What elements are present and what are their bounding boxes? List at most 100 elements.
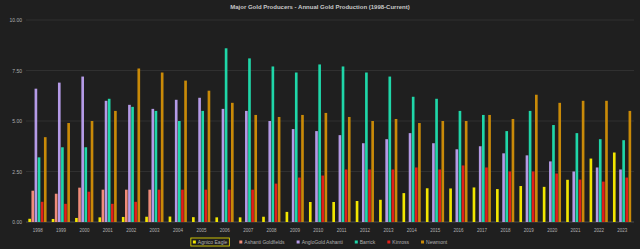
bar [318,64,321,222]
bar [605,101,608,222]
bar [111,204,114,222]
legend-item: Barrick [355,239,376,245]
x-tick-label: 2018 [500,228,511,233]
bar [75,218,78,222]
bar [485,167,488,222]
bar [342,66,345,222]
bar [465,121,468,222]
bar [415,167,418,222]
bar [134,202,137,222]
bar [596,167,599,222]
x-tick-label: 2004 [173,228,184,233]
bar [629,111,632,222]
legend-item: Newmont [421,239,448,245]
bar [181,190,184,222]
bar [122,217,125,222]
bar [572,172,575,223]
bar [321,176,324,222]
bar [215,217,218,222]
bar [532,172,535,223]
bar [31,191,34,222]
bar [169,217,172,222]
x-tick-label: 2014 [407,228,418,233]
legend-swatch [387,241,390,244]
bar [184,81,187,222]
legend-swatch [297,241,300,244]
y-tick-label: 2.50 [12,169,22,175]
bar [348,117,351,222]
bar [332,202,335,222]
legend-item: Ashanti Goldfields [239,239,285,245]
bar [543,187,546,222]
x-tick-label: 2022 [594,228,605,233]
legend-swatch [193,241,196,244]
x-tick-label: 2013 [383,228,394,233]
bar [251,190,254,222]
x-tick-label: 2021 [571,228,582,233]
bar [108,99,111,222]
x-tick-label: 2005 [196,228,207,233]
bar [599,139,602,222]
bar [555,174,558,222]
legend-swatch [355,241,358,244]
x-tick-label: 2015 [430,228,441,233]
legend-swatch [421,241,424,244]
grid-line [26,171,634,172]
bar [356,201,359,222]
bar [535,95,538,222]
bar [371,121,374,222]
bar [368,169,371,222]
y-tick-label: 7.50 [12,68,22,74]
bar [579,180,582,222]
bar [248,58,251,222]
bar [488,115,491,222]
bar [148,190,151,222]
bar [432,143,435,222]
bar [38,157,41,222]
bar [88,192,91,222]
bar [286,212,289,222]
bar [64,204,67,222]
legend-item: AngloGold Ashanti [297,239,343,245]
legend-item: Agnico Eagle [193,239,228,245]
x-tick-label: 2007 [243,228,254,233]
bar [395,119,398,222]
x-tick-label: 2017 [477,228,488,233]
bar [402,193,405,222]
bar [131,107,134,222]
bar [67,123,70,222]
bar [412,97,415,222]
bar [455,149,458,222]
x-tick-label: 2002 [126,228,137,233]
x-tick-label: 2023 [617,228,628,233]
bar [473,187,476,222]
bar [482,115,485,222]
bar [505,131,508,222]
x-tick-label: 2012 [360,228,371,233]
bar [449,188,452,222]
bar [365,73,368,222]
bar [552,125,555,222]
legend-label: Kinross [392,239,409,245]
bar [301,115,304,222]
bar [418,123,421,222]
bar [128,105,131,222]
bar [462,165,465,222]
bar [262,217,265,222]
bar [519,186,522,222]
bar [198,98,201,222]
bar [192,217,195,222]
bar [208,91,211,222]
bar [55,194,58,222]
bar [315,131,318,222]
bar [84,147,87,222]
grid-line [26,121,634,122]
bar [272,66,275,222]
grid-line [26,70,634,71]
bar [339,135,342,222]
bar [292,129,295,222]
legend-label: Agnico Eagle [198,239,228,245]
grid-line [26,20,634,21]
x-tick-label: 2020 [547,228,558,233]
background [0,0,640,249]
